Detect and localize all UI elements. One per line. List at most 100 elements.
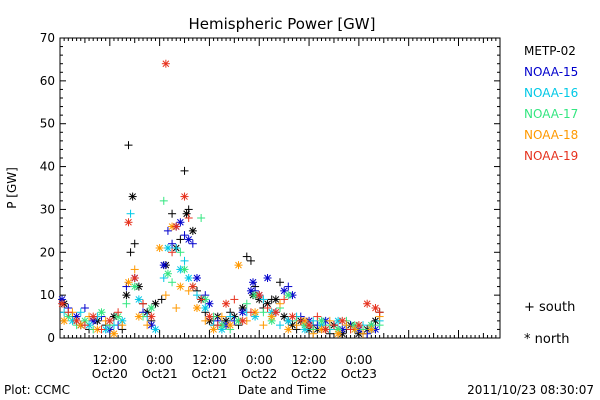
data-point [313,312,322,321]
data-point [80,304,89,312]
data-point [201,304,210,312]
data-point [375,308,384,317]
data-point [147,304,156,312]
data-point [192,274,201,282]
symbol-legend-entry: * north [524,332,570,347]
data-point [192,291,201,300]
data-point [163,226,172,235]
legend-entry: METP-02 [524,44,576,58]
data-point [342,321,351,330]
data-point [155,244,164,252]
data-point [114,308,123,317]
data-point [105,316,114,325]
data-point [97,325,106,334]
x-axis-label: Date and Time [238,383,326,397]
data-point [157,295,166,304]
data-point [184,274,193,282]
data-point [271,308,280,317]
data-point [222,299,231,308]
data-point [246,256,255,265]
y-tick-label: 50 [40,117,55,131]
data-point [234,261,243,270]
data-point [363,299,372,308]
data-point [97,308,106,317]
y-tick-label: 20 [40,245,55,259]
data-point [188,239,197,248]
data-point [58,299,67,308]
data-point [242,252,251,261]
x-tick-date-label: Oct20 [92,367,128,381]
data-point [134,295,143,304]
data-point [180,256,189,265]
data-point [251,308,260,317]
data-point [259,308,268,317]
data-point [118,321,127,330]
data-point [201,316,210,325]
data-point [80,321,89,330]
x-tick-date-label: Oct21 [142,367,178,381]
data-point [184,214,193,222]
legend-entry: NOAA-18 [524,128,578,142]
data-point [72,316,81,325]
data-point [255,291,264,300]
data-point [161,291,170,300]
data-point [168,278,177,287]
x-tick-date-label: Oct23 [341,367,377,381]
data-point [176,248,185,257]
data-point [284,316,293,325]
data-point [151,325,160,334]
legend-entry: NOAA-16 [524,86,578,100]
data-point [276,278,284,287]
plot-credit: Plot: CCMC [4,383,70,397]
data-point [338,316,347,325]
data-point [271,295,280,304]
data-point [188,282,197,291]
data-point [89,312,98,321]
data-point [321,325,330,334]
data-point [284,291,293,300]
data-point [122,299,131,308]
data-point [124,141,133,150]
data-point [163,269,172,278]
data-point [180,265,189,274]
data-point [226,312,235,321]
data-point [130,239,139,248]
legend-entry: NOAA-15 [524,65,578,79]
y-tick-label: 40 [40,160,55,174]
data-point [375,321,384,330]
data-point [161,59,170,68]
data-point [184,205,193,214]
data-point [309,316,318,325]
chart-title: Hemispheric Power [GW] [189,15,376,33]
symbol-legend: + south * north [524,300,575,347]
data-point [350,325,359,334]
x-axis-ticks: 12:00Oct200:00Oct2112:00Oct210:00Oct2212… [59,38,501,381]
data-point [163,244,172,252]
data-point [130,265,139,274]
data-point [64,308,73,317]
data-point [184,235,193,244]
data-point [284,325,293,334]
data-point [288,312,297,321]
data-point [124,218,133,227]
legend-entry: NOAA-19 [524,149,578,163]
data-points [58,59,384,338]
data-point [354,321,363,330]
data-point [230,295,239,304]
x-tick-date-label: Oct22 [291,367,327,381]
data-point [159,261,168,270]
data-point [168,209,177,218]
data-point [259,295,268,304]
y-axis-label: P [GW] [5,167,19,209]
data-point [205,312,214,321]
data-point [296,316,305,325]
data-point [276,299,284,308]
data-point [130,282,139,291]
data-point [276,321,284,330]
data-point [176,282,185,291]
data-point [172,222,181,231]
data-point [182,209,191,218]
data-point [280,312,289,321]
data-point [180,231,189,240]
